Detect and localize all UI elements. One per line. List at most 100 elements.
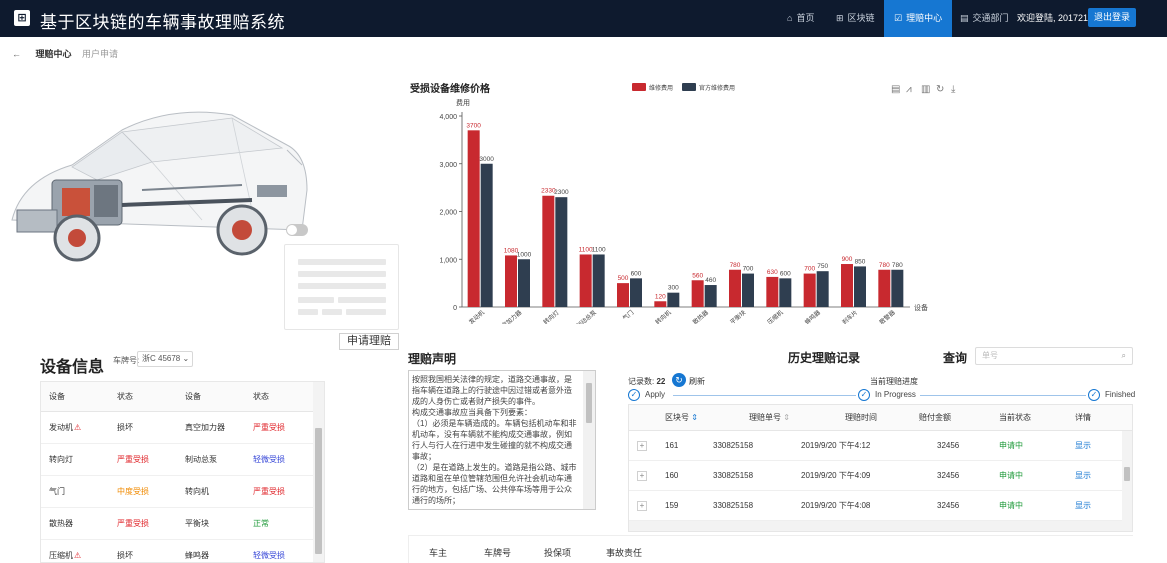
- device-name: 蜂鸣器: [185, 540, 209, 563]
- step-connector: [673, 395, 856, 396]
- expand-icon[interactable]: +: [637, 501, 647, 511]
- legend-label: 维修费用: [649, 84, 673, 92]
- chart-x-tick-label: 转向灯: [542, 308, 561, 324]
- claim-status: 申请中: [999, 461, 1023, 491]
- device-status: 轻微受损: [253, 540, 285, 563]
- declaration-textarea[interactable]: 按照我国相关法律的规定，道路交通事故，是指车辆在道路上的行驶途中因过错或者意外造…: [408, 370, 596, 510]
- download-icon[interactable]: ⤓: [951, 84, 955, 95]
- step-finished: ✓ Finished: [1088, 389, 1135, 401]
- refresh-icon[interactable]: ↻: [672, 373, 686, 387]
- chart-bar: [542, 196, 554, 307]
- table-row: 散热器 严重受损 平衡块 正常: [41, 508, 324, 540]
- check-icon: ✓: [1088, 389, 1100, 401]
- claim-amount: 32456: [937, 431, 959, 461]
- history-table-scrollbar[interactable]: [1122, 431, 1132, 523]
- history-table-header: 区块号 ⇕ 理赔单号 ⇕ 理赔时间 赔付金额 当前状态 详情: [629, 405, 1132, 431]
- device-name: 发动机: [49, 412, 73, 444]
- chart-data-label: 300: [668, 285, 679, 292]
- claim-time: 2019/9/20 下午4:12: [801, 431, 870, 461]
- device-name: 散热器: [49, 508, 73, 540]
- chart-data-label: 900: [842, 256, 853, 263]
- declaration-paragraph: 构成交通事故应当具备下列要素：: [412, 407, 579, 418]
- chart-data-label: 780: [892, 262, 903, 269]
- table-row[interactable]: +159 330825158 2019/9/20 下午4:08 32456 申请中 显示: [629, 491, 1132, 521]
- device-name: 制动总泵: [185, 444, 217, 476]
- table-row[interactable]: +161 330825158 2019/9/20 下午4:12 32456 申请中 显示: [629, 431, 1132, 461]
- plate-label: 车牌号:: [113, 355, 139, 366]
- claim-time: 2019/9/20 下午4:09: [801, 461, 870, 491]
- chart-y-axis-label: 费用: [456, 98, 470, 107]
- device-name: 气门: [49, 476, 65, 508]
- claim-status: 申请中: [999, 491, 1023, 521]
- breadcrumb: ← 理赔中心 用户申请: [12, 47, 118, 60]
- grid-icon: ⊞: [836, 13, 844, 23]
- chart-data-label: 700: [743, 266, 754, 273]
- refresh-label[interactable]: 刷新: [689, 376, 705, 387]
- chart-bar: [617, 283, 629, 307]
- chart-data-label: 600: [780, 270, 791, 277]
- nav-traffic-dept[interactable]: ▤ 交通部门: [960, 0, 1009, 37]
- history-table: 区块号 ⇕ 理赔单号 ⇕ 理赔时间 赔付金额 当前状态 详情 +161 33082…: [628, 404, 1133, 532]
- nav-blockchain[interactable]: ⊞ 区块链: [836, 0, 875, 37]
- chart-data-label: 120: [655, 293, 666, 300]
- plate-select[interactable]: 浙C 45678 ⌄: [137, 351, 193, 367]
- chart-x-tick-label: 压缩机: [766, 308, 785, 324]
- chart-y-tick-label: 2,000: [439, 210, 457, 217]
- declaration-scrollbar[interactable]: [583, 371, 595, 509]
- chart-y-tick-label: 0: [453, 305, 457, 312]
- data-view-icon[interactable]: ▤: [891, 84, 900, 95]
- search-input[interactable]: 单号 ⌕: [975, 347, 1133, 365]
- tab-plate[interactable]: 车牌号: [484, 546, 511, 559]
- device-status: 正常: [253, 508, 269, 540]
- back-arrow-icon[interactable]: ←: [12, 49, 21, 59]
- claims-icon: ☑: [894, 13, 902, 23]
- tab-insurance[interactable]: 投保项: [544, 546, 571, 559]
- detail-link[interactable]: 显示: [1075, 491, 1091, 521]
- check-icon: ✓: [628, 389, 640, 401]
- claim-status: 申请中: [999, 431, 1023, 461]
- detail-link[interactable]: 显示: [1075, 431, 1091, 461]
- table-row: 发动机 ⚠ 损坏 真空加力器 严重受损: [41, 412, 324, 444]
- app-title: 基于区块链的车辆事故理赔系统: [40, 8, 285, 33]
- chart-x-tick-label: 真空加力器: [495, 308, 523, 324]
- warning-icon: ⚠: [74, 540, 81, 563]
- app-logo-icon: ⊞: [14, 10, 30, 26]
- device-status: 严重受损: [117, 444, 149, 476]
- detail-link[interactable]: 显示: [1075, 461, 1091, 491]
- chart-x-tick-label: 平衡块: [728, 308, 747, 324]
- chart-data-label: 750: [817, 263, 828, 270]
- block-number: 161: [665, 431, 678, 461]
- view-toggle[interactable]: [286, 224, 308, 236]
- table-row: 气门 中度受损 转向机 严重受损: [41, 476, 324, 508]
- expand-icon[interactable]: +: [637, 471, 647, 481]
- chart-bar: [742, 274, 754, 307]
- table-row[interactable]: +160 330825158 2019/9/20 下午4:09 32456 申请中 显示: [629, 461, 1132, 491]
- expand-icon[interactable]: +: [637, 441, 647, 451]
- tab-owner[interactable]: 车主: [429, 546, 447, 559]
- nav-claims-center[interactable]: ☑ 理赔中心: [884, 0, 952, 37]
- breadcrumb-current[interactable]: 理赔中心: [36, 49, 72, 59]
- chart-bar: [841, 264, 853, 307]
- chart-title: 受损设备维修价格: [410, 82, 491, 95]
- nav-home[interactable]: ⌂ 首页: [787, 0, 814, 37]
- chart-y-tick-label: 3,000: [439, 162, 457, 169]
- chart-data-label: 1100: [592, 246, 606, 253]
- history-table-hscrollbar[interactable]: [629, 521, 1132, 531]
- dept-icon: ▤: [960, 13, 969, 23]
- logout-button[interactable]: 退出登录: [1088, 8, 1136, 27]
- line-switch-icon[interactable]: ⩘: [906, 84, 912, 95]
- apply-claim-button[interactable]: 申请理赔: [339, 333, 399, 350]
- chart-bar: [630, 278, 642, 307]
- warning-icon: ⚠: [74, 412, 81, 444]
- device-name: 平衡块: [185, 508, 209, 540]
- chart-data-label: 850: [855, 258, 866, 265]
- restore-icon[interactable]: ↻: [936, 84, 944, 95]
- sort-icon: ⇕: [783, 413, 790, 422]
- bar-switch-icon[interactable]: ▥: [921, 84, 930, 95]
- tab-liability[interactable]: 事故责任: [606, 546, 642, 559]
- device-table-scrollbar[interactable]: [313, 382, 324, 562]
- chart-bar: [505, 255, 517, 307]
- history-title: 历史理赔记录: [788, 349, 860, 366]
- chart-data-label: 700: [804, 266, 815, 273]
